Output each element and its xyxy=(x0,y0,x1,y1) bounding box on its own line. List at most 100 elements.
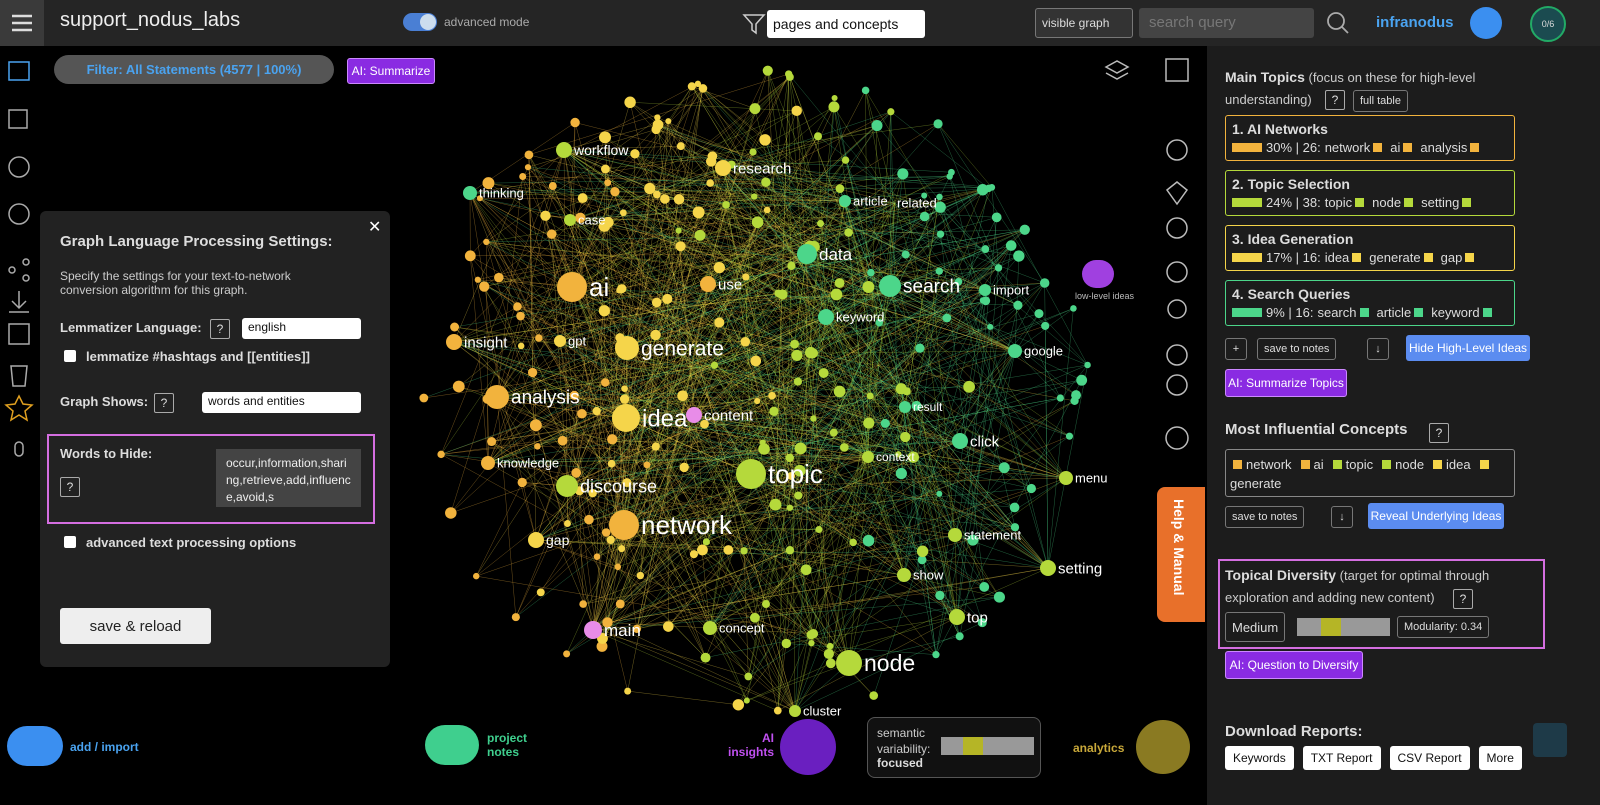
summarize-button[interactable]: AI: Summarize xyxy=(347,58,435,84)
save-notes-button[interactable]: save to notes xyxy=(1257,338,1337,360)
edge xyxy=(528,154,537,541)
edge xyxy=(606,529,819,533)
full-table-button[interactable]: full table xyxy=(1353,90,1408,112)
save-notes-button[interactable]: save to notes xyxy=(1225,506,1305,528)
node xyxy=(759,439,766,446)
close-button[interactable]: ✕ xyxy=(368,219,382,236)
edge xyxy=(844,200,941,235)
edge xyxy=(566,485,619,567)
graph-select[interactable]: visible graph xyxy=(1035,8,1133,38)
insights-label: AI insights xyxy=(727,731,774,759)
help-mark[interactable]: ? xyxy=(60,477,80,497)
download-report-button[interactable]: CSV Report xyxy=(1389,746,1470,770)
counter[interactable]: 0/6 xyxy=(1530,6,1566,42)
mode-toggle[interactable] xyxy=(403,13,437,31)
edge xyxy=(441,454,1015,508)
edge xyxy=(743,550,749,677)
graph-toggle-button[interactable] xyxy=(1533,723,1567,757)
download-report-button[interactable]: Keywords xyxy=(1225,746,1294,770)
words-textarea[interactable]: occur,information,sharing,retrieve,add,i… xyxy=(216,449,361,507)
hide-ideas-button[interactable]: Hide High-Level Ideas xyxy=(1406,335,1530,361)
checkbox[interactable] xyxy=(64,536,76,548)
help-mark[interactable]: ? xyxy=(1453,589,1473,609)
search-icon[interactable] xyxy=(1325,10,1351,36)
node xyxy=(1070,305,1077,312)
edge xyxy=(707,229,1025,285)
search-input[interactable]: search query xyxy=(1139,8,1314,38)
plus-button[interactable]: + xyxy=(1225,338,1247,360)
node xyxy=(679,462,689,473)
edge xyxy=(796,355,1032,489)
help-mark[interactable]: ? xyxy=(1325,90,1345,110)
menu-button[interactable] xyxy=(0,0,44,46)
edge xyxy=(656,188,841,303)
node-label: top xyxy=(967,609,988,626)
network-graph[interactable]: workflow research thinking case article relat… xyxy=(0,46,1207,805)
concept: network xyxy=(1246,457,1292,472)
edge xyxy=(574,395,752,475)
save-reload-button[interactable]: save & reload xyxy=(60,608,211,644)
user-avatar[interactable] xyxy=(1470,7,1502,39)
edge xyxy=(607,574,905,623)
node xyxy=(743,697,750,704)
edge xyxy=(745,276,1049,569)
download-button[interactable]: ↓ xyxy=(1367,338,1389,360)
brand[interactable]: infranodus xyxy=(1376,14,1454,31)
view-select[interactable]: pages and concepts xyxy=(767,10,925,38)
edge xyxy=(515,202,896,618)
download-report-button[interactable]: More xyxy=(1478,746,1522,770)
filter-icon[interactable] xyxy=(742,12,766,36)
edge xyxy=(711,161,1019,306)
summarize-topics-button[interactable]: AI: Summarize Topics xyxy=(1225,369,1347,397)
node xyxy=(516,311,525,321)
add-button[interactable] xyxy=(7,726,63,766)
color-square xyxy=(1332,460,1342,469)
edge xyxy=(528,154,628,349)
download-report-button[interactable]: TXT Report xyxy=(1302,746,1381,770)
help-mark[interactable]: ? xyxy=(154,393,174,413)
topic-word: setting xyxy=(1421,195,1460,210)
edge xyxy=(623,379,1082,526)
checkbox[interactable] xyxy=(64,350,76,362)
edge xyxy=(611,440,961,464)
edge xyxy=(496,232,849,398)
graph-shows-select[interactable]: words and entities xyxy=(202,392,361,413)
edge xyxy=(765,181,845,203)
topic-word: keyword xyxy=(1431,305,1480,320)
insights-button[interactable] xyxy=(780,719,836,775)
notes-button[interactable] xyxy=(425,725,479,765)
edge xyxy=(625,417,914,458)
diversify-button[interactable]: AI: Question to Diversify xyxy=(1225,651,1363,679)
edge xyxy=(535,188,651,541)
help-mark[interactable]: ? xyxy=(1429,423,1449,443)
edge xyxy=(775,74,789,505)
edge xyxy=(626,347,902,474)
edge xyxy=(491,253,808,442)
analytics-button[interactable] xyxy=(1136,720,1190,774)
edge xyxy=(528,154,814,634)
edge xyxy=(722,167,801,449)
edge xyxy=(535,539,703,551)
edge xyxy=(610,121,669,540)
node xyxy=(620,209,627,217)
node xyxy=(692,206,705,219)
filter-button[interactable]: Filter: All Statements (4577 | 100%) xyxy=(54,55,334,84)
edge xyxy=(487,365,715,400)
low-level-toggle[interactable] xyxy=(1082,260,1114,288)
node xyxy=(517,477,527,488)
lemmatizer-select[interactable]: english xyxy=(242,318,361,339)
edge xyxy=(680,246,814,634)
reveal-ideas-button[interactable]: Reveal Underlying Ideas xyxy=(1368,503,1504,529)
edge xyxy=(806,253,1016,352)
help-mark[interactable]: ? xyxy=(210,319,230,339)
edge xyxy=(559,253,808,342)
edge xyxy=(811,456,869,644)
edge xyxy=(630,102,797,112)
download-button[interactable]: ↓ xyxy=(1331,506,1353,528)
edge xyxy=(624,388,905,576)
edge xyxy=(764,139,905,576)
node xyxy=(527,367,538,378)
help-tab[interactable]: Help & Manual xyxy=(1157,487,1205,622)
node xyxy=(829,428,838,437)
edge xyxy=(562,440,594,631)
